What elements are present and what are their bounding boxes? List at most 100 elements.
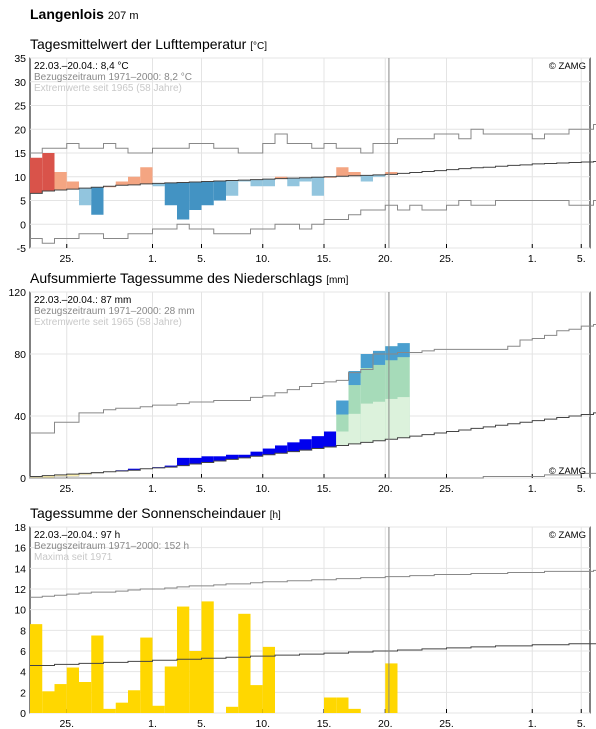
sunshine-bar [250,685,263,713]
y-tick-label: 18 [14,522,26,534]
sunshine-bar [177,606,190,713]
precipitation-bar [213,456,226,461]
x-tick-label: 5. [577,718,586,729]
y-tick-label: 16 [14,543,26,555]
precipitation-bar-top [336,400,349,415]
precipitation-bar-top [397,343,410,358]
sunshine-bar [140,637,153,713]
legend-line: 22.03.–20.04.: 87 mm [34,295,131,306]
precipitation-min-line [30,472,596,479]
x-tick-label: 20. [378,253,393,265]
precipitation-bar [250,451,263,457]
copyright-label: © ZAMG [549,466,586,477]
precipitation-bar [238,454,251,458]
precipitation-bar [164,465,177,468]
y-tick-label: 35 [14,53,26,65]
temperature-bar [250,179,263,187]
x-tick-label: 5. [197,253,206,265]
sunshine-bar [54,684,67,713]
x-tick-label: 15. [317,483,332,495]
sunshine-bar [115,702,128,713]
x-tick-label: 10. [255,483,270,495]
legend-line: Bezugszeitraum 1971–2000: 8,2 °C [34,72,192,83]
sunshine-bar [238,613,251,713]
temperature-bar [311,177,324,196]
temperature-bar [226,180,239,196]
precipitation-bar-top [348,371,361,386]
precipitation-chart-title: Aufsummierte Tagessumme des Niederschlag… [30,270,348,286]
sunshine-normal-line [30,643,596,666]
x-tick-label: 10. [255,718,270,729]
x-tick-label: 25. [439,253,454,265]
x-tick-label: 10. [255,253,270,265]
sunshine-bar [128,690,141,713]
sunshine-bar [189,651,202,713]
y-tick-label: 6 [20,646,26,658]
sunshine-bar [30,624,43,713]
x-tick-label: 1. [528,718,537,729]
x-tick-label: 1. [148,718,157,729]
x-tick-label: 1. [528,483,537,495]
temperature-bar [262,179,275,187]
precipitation-bar-base [348,413,361,444]
plot-frame [29,526,591,714]
temperature-bar [42,153,55,191]
y-tick-label: 120 [8,287,26,299]
station-name: Langenlois [30,6,104,22]
y-tick-label: 8 [20,625,26,637]
sunshine-bar [42,691,55,713]
y-tick-label: 0 [20,708,26,720]
y-tick-label: 0 [20,219,26,231]
x-tick-label: 1. [148,483,157,495]
precipitation-bar-top [385,346,398,361]
temperature-bar [213,181,226,201]
y-tick-label: 40 [14,411,26,423]
precipitation-bar-base [336,431,349,446]
x-tick-label: 25. [439,718,454,729]
x-tick-label: 15. [317,718,332,729]
precipitation-bar [262,448,275,455]
precipitation-unit: [mm] [326,275,349,286]
sunshine-bar [152,705,165,713]
sunshine-bar [103,708,116,713]
y-tick-label: 25 [14,101,26,113]
precipitation-bar-base [397,397,410,438]
temperature-bar [336,167,349,177]
temperature-bar [373,174,386,177]
sunshine-bar [201,601,214,713]
y-tick-label: 2 [20,687,26,699]
sunshine-bar [385,663,398,713]
sunshine-title-text: Tagessumme der Sonnenscheindauer [30,505,266,521]
copyright-label: © ZAMG [549,61,586,72]
temperature-bar [79,188,92,206]
x-tick-label: 25. [59,253,74,265]
temperature-bar [238,180,251,182]
temperature-bar [54,172,67,191]
temperature-bar [91,187,104,215]
copyright-label: © ZAMG [549,530,586,541]
x-tick-label: 1. [528,253,537,265]
precipitation-bar [275,445,288,454]
precipitation-max-line [30,324,596,434]
temperature-title-text: Tagesmittelwert der Lufttemperatur [30,36,247,52]
temperature-bar [115,181,128,186]
precipitation-bar-base [385,398,398,440]
legend-line: Extremwerte seit 1965 (58 Jahre) [34,83,182,94]
sunshine-bar [348,708,361,713]
sunshine-bar [262,646,275,713]
y-tick-label: 0 [20,473,26,485]
legend-line: Bezugszeitraum 1971–2000: 28 mm [34,306,195,317]
legend-line: Extremwerte seit 1965 (58 Jahre) [34,317,182,328]
precipitation-bar [287,442,300,452]
precipitation-bar [324,431,337,447]
legend-line: 22.03.–20.04.: 8,4 °C [34,61,129,72]
temperature-bar [275,176,288,179]
chart-panel-2: 18 16 14 12 10 8 6 4 2 0 25. 1. 5. 10. 15. 20. 25. 1. 5. 22… [14,522,596,729]
precipitation-bar-base [373,401,386,441]
temperature-normal-line [30,161,596,194]
precipitation-bar [201,456,214,463]
sunshine-bar [324,697,337,713]
temperature-bar [66,181,79,190]
legend-line: Bezugszeitraum 1971–2000: 152 h [34,541,189,552]
y-tick-label: 80 [14,349,26,361]
